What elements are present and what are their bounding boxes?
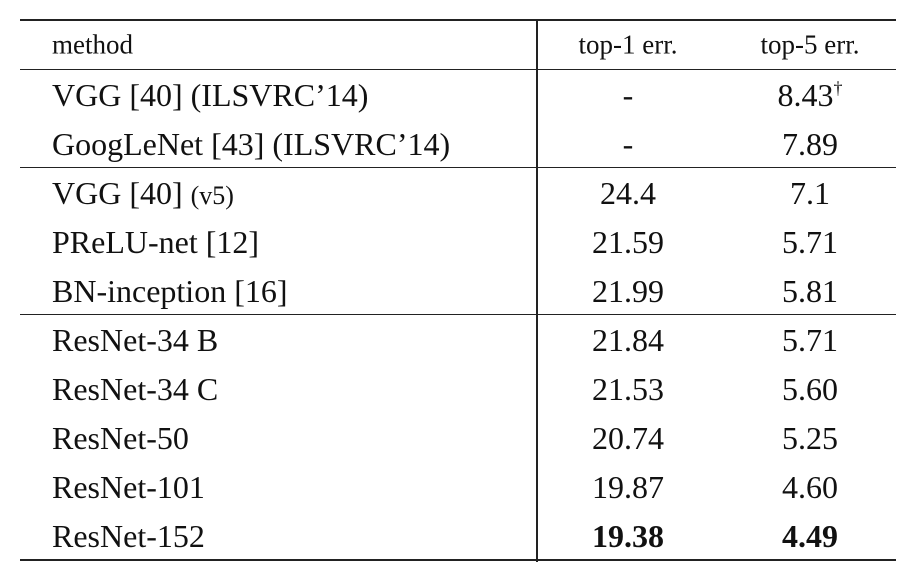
- top1-cell: 21.99: [592, 272, 664, 309]
- method-name: PReLU-net [12]: [52, 223, 260, 260]
- top5-value: 5.25: [782, 419, 838, 456]
- method-note: (v5): [190, 180, 234, 210]
- method-name: VGG [40] (ILSVRC’14): [52, 76, 369, 113]
- top5-cell: 5.71: [730, 324, 890, 356]
- top5-cell: 4.49: [730, 520, 890, 552]
- group-rule: [20, 314, 896, 316]
- top1-cell: -: [622, 76, 634, 113]
- header-cell: top-1 err.: [578, 29, 678, 60]
- top5-cell: 5.81: [730, 275, 890, 307]
- method-name: ResNet-152: [52, 517, 205, 554]
- method-name: ResNet-101: [52, 468, 205, 505]
- top5-cell: 8.43†: [730, 79, 890, 111]
- top1-cell: 20.74: [592, 419, 664, 456]
- top5-value: 4.60: [782, 468, 838, 505]
- method-cell: VGG [40] (v5): [52, 177, 234, 209]
- method-cell: ResNet-101: [52, 471, 205, 503]
- column-rule: [536, 20, 538, 562]
- method-cell: ResNet-50: [52, 422, 189, 454]
- header-rule: [20, 69, 896, 71]
- header-cell: method: [52, 29, 133, 60]
- header-cell: top-5 err.: [760, 29, 860, 60]
- top-rule: [20, 19, 896, 21]
- top5-value: 5.71: [782, 321, 838, 358]
- footnote-mark: †: [833, 77, 843, 98]
- top1-cell: 24.4: [600, 174, 656, 211]
- top1-cell: 21.53: [592, 370, 664, 407]
- top1-cell: 19.38: [592, 517, 664, 554]
- method-cell: GoogLeNet [43] (ILSVRC’14): [52, 128, 450, 160]
- method-cell: ResNet-34 C: [52, 373, 218, 405]
- top5-cell: 7.89: [730, 128, 890, 160]
- top1-cell: 19.87: [592, 468, 664, 505]
- method-cell: ResNet-34 B: [52, 324, 218, 356]
- bottom-rule: [20, 559, 896, 561]
- method-cell: PReLU-net [12]: [52, 226, 259, 258]
- method-cell: ResNet-152: [52, 520, 205, 552]
- method-name: GoogLeNet [43] (ILSVRC’14): [52, 125, 451, 162]
- top5-value: 7.1: [790, 174, 830, 211]
- top5-value: 8.43: [777, 76, 834, 113]
- top5-value: 5.81: [782, 272, 838, 309]
- top5-value: 7.89: [782, 125, 838, 162]
- group-rule: [20, 167, 896, 169]
- top5-cell: 7.1: [730, 177, 890, 209]
- top5-value: 5.60: [782, 370, 838, 407]
- top1-cell: 21.84: [592, 321, 664, 358]
- top1-cell: 21.59: [592, 223, 664, 260]
- top5-value: 4.49: [782, 517, 838, 554]
- top5-cell: 5.25: [730, 422, 890, 454]
- top5-cell: 4.60: [730, 471, 890, 503]
- method-name: ResNet-34 B: [52, 321, 219, 358]
- method-cell: VGG [40] (ILSVRC’14): [52, 79, 368, 111]
- top5-cell: 5.71: [730, 226, 890, 258]
- method-name: VGG [40]: [52, 174, 183, 211]
- method-name: ResNet-50: [52, 419, 189, 456]
- method-name: ResNet-34 C: [52, 370, 219, 407]
- top5-value: 5.71: [782, 223, 838, 260]
- top1-cell: -: [622, 125, 634, 162]
- top5-cell: 5.60: [730, 373, 890, 405]
- method-name: BN-inception [16]: [52, 272, 288, 309]
- method-cell: BN-inception [16]: [52, 275, 288, 307]
